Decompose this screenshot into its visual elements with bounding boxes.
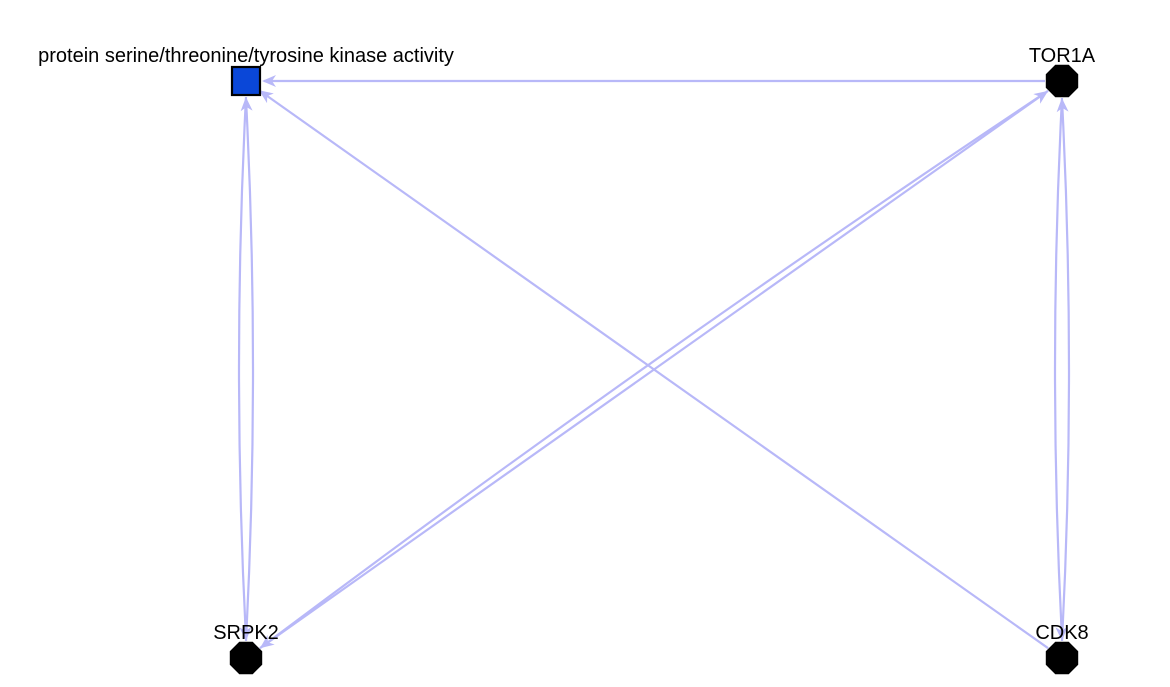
edge-term-to-srpk2 — [237, 96, 252, 641]
labels-layer: protein serine/threonine/tyrosine kinase… — [38, 45, 1096, 644]
node-label-term: protein serine/threonine/tyrosine kinase… — [38, 45, 454, 67]
node-tor1a[interactable] — [1045, 64, 1079, 98]
node-term[interactable] — [230, 65, 262, 97]
node-label-cdk8: CDK8 — [1035, 622, 1088, 644]
edge-srpk2-to-term — [240, 97, 255, 642]
node-cdk8[interactable] — [1045, 641, 1079, 675]
edge-tor1a-to-cdk8 — [1053, 97, 1068, 641]
node-srpk2[interactable] — [229, 641, 263, 675]
edge-cdk8-to-tor1a — [1056, 98, 1071, 642]
nodes-layer — [229, 64, 1079, 675]
edges-layer — [237, 75, 1071, 650]
edge-srpk2-to-tor1a — [259, 90, 1049, 650]
edge-tor1a-to-srpk2 — [259, 89, 1049, 649]
node-label-tor1a: TOR1A — [1029, 45, 1096, 67]
node-label-srpk2: SRPK2 — [213, 622, 279, 644]
